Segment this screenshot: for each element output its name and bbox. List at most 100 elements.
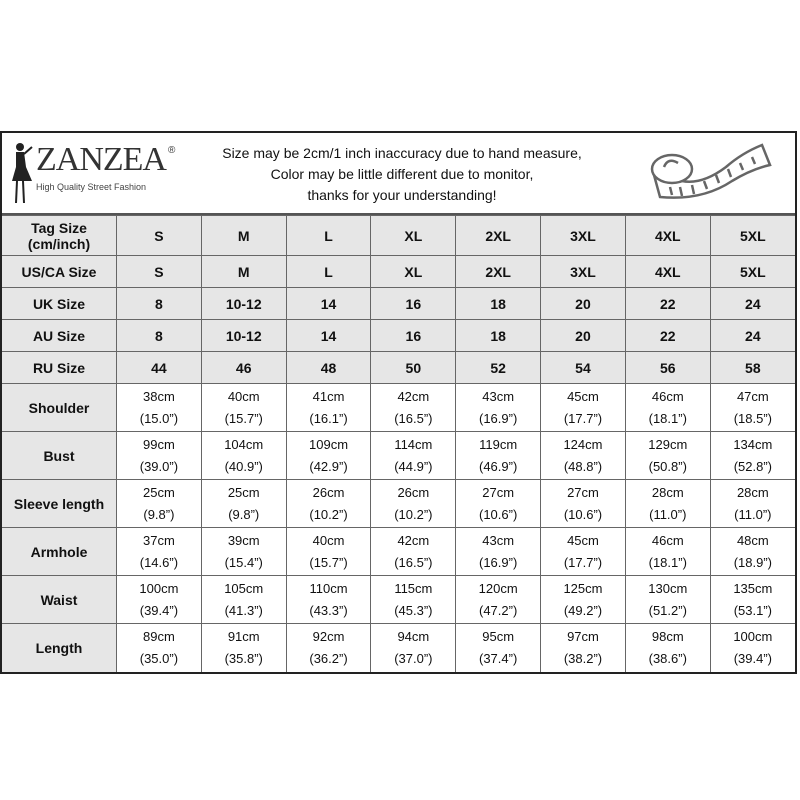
cm-value: 37cm (143, 532, 175, 548)
chart-header: ZANZEA ® High Quality Street Fashion Siz… (2, 133, 795, 215)
measurement-cell: 39cm (15.4”) (200, 527, 287, 576)
cm-value: 41cm (312, 388, 345, 404)
measurement-cell: 92cm (36.2”) (285, 623, 372, 672)
measurement-cell: 43cm (16.9”) (455, 527, 542, 576)
measurement-cell: 100cm (39.4”) (116, 575, 202, 624)
measurement-cell: 105cm (41.3”) (200, 575, 287, 624)
cm-value: 40cm (227, 388, 260, 404)
cm-value: 28cm (736, 484, 769, 500)
cm-value: 119cm (479, 436, 518, 452)
measurement-cell: 124cm (48.8”) (540, 431, 626, 480)
size-row: Tag Size (cm/inch) S M L XL 2XL 3XL 4XL 5XL (2, 215, 795, 256)
row-label: Bust (2, 431, 117, 480)
size-cell: 5XL (709, 255, 795, 288)
measurement-cell: 98cm (38.6”) (624, 623, 711, 672)
measurement-cell: 89cm (35.0”) (116, 623, 202, 672)
inch-value: (15.4”) (224, 554, 263, 570)
cm-value: 100cm (733, 628, 773, 644)
measurement-cell: 100cm (39.4”) (709, 623, 795, 672)
notice-line: Color may be little different due to mon… (270, 166, 534, 182)
cm-value: 26cm (312, 484, 345, 500)
cm-value: 114cm (394, 436, 433, 452)
measurement-cell: 26cm (10.2”) (370, 479, 457, 528)
inch-value: (18.1”) (648, 410, 687, 426)
row-label: Length (2, 623, 117, 672)
cm-value: 46cm (651, 388, 684, 404)
row-label: US/CA Size (2, 255, 117, 288)
measurement-cell: 94cm (37.0”) (370, 623, 457, 672)
inch-value: (15.7”) (224, 410, 263, 426)
row-label: Sleeve length (2, 479, 117, 528)
cm-value: 47cm (736, 388, 769, 404)
cm-value: 40cm (312, 532, 345, 548)
measurement-row: Armhole 37cm (14.6”) 39cm (15.4”) 40cm (15.7”)… (2, 527, 795, 576)
size-chart: ZANZEA ® High Quality Street Fashion Siz… (0, 131, 797, 674)
size-cell: 5XL (709, 215, 795, 256)
cm-value: 100cm (139, 580, 179, 596)
cm-value: 25cm (227, 484, 260, 500)
inch-value: (51.2”) (648, 602, 687, 618)
measurement-cell: 109cm (42.9”) (285, 431, 372, 480)
measurement-cell: 99cm (39.0”) (116, 431, 202, 480)
registered-mark: ® (167, 145, 176, 156)
size-cell: M (200, 255, 287, 288)
inch-value: (46.9”) (479, 458, 518, 474)
measurement-cell: 26cm (10.2”) (285, 479, 372, 528)
measurement-cell: 125cm (49.2”) (540, 575, 626, 624)
size-cell: 58 (709, 351, 795, 384)
inch-value: (43.3”) (309, 602, 348, 618)
measurement-cell: 40cm (15.7”) (285, 527, 372, 576)
size-cell: 8 (116, 287, 202, 320)
size-table: Tag Size (cm/inch) S M L XL 2XL 3XL 4XL 5XL US/CA … (2, 215, 795, 672)
measurement-cell: 42cm (16.5”) (370, 383, 457, 432)
cm-value: 109cm (309, 436, 349, 452)
inch-value: (9.8”) (143, 506, 175, 522)
size-cell: 48 (285, 351, 372, 384)
brand-line: ZANZEA ® (36, 141, 175, 179)
size-cell: 50 (370, 351, 457, 384)
size-cell: 56 (624, 351, 711, 384)
inch-value: (10.2”) (309, 506, 348, 522)
measurement-cell: 41cm (16.1”) (285, 383, 372, 432)
size-row: RU Size 44 46 48 50 52 54 56 58 (2, 351, 795, 384)
inch-value: (10.6”) (479, 506, 518, 522)
measurement-cell: 114cm (44.9”) (370, 431, 457, 480)
size-cell: 44 (116, 351, 202, 384)
inch-value: (47.2”) (479, 602, 518, 618)
inch-value: (16.1”) (309, 410, 348, 426)
size-cell: 14 (285, 287, 372, 320)
measurement-cell: 46cm (18.1”) (624, 527, 711, 576)
inch-value: (52.8”) (733, 458, 772, 474)
size-cell: 16 (370, 319, 457, 352)
measurement-row: Length 89cm (35.0”) 91cm (35.8”) 92cm (36.2”) 9… (2, 623, 795, 672)
size-cell: 3XL (540, 255, 626, 288)
cm-value: 120cm (478, 580, 518, 596)
measurement-row: Sleeve length 25cm (9.8”) 25cm (9.8”) 26cm (10… (2, 479, 795, 528)
cm-value: 95cm (482, 628, 515, 644)
inch-value: (10.2”) (394, 506, 433, 522)
inch-value: (35.0”) (139, 650, 179, 666)
inch-value: (9.8”) (228, 506, 260, 522)
measurement-cell: 25cm (9.8”) (116, 479, 202, 528)
size-cell: L (285, 255, 372, 288)
inch-value: (38.2”) (563, 650, 603, 666)
inch-value: (36.2”) (309, 650, 348, 666)
measuring-tape-icon (650, 143, 772, 199)
cm-value: 27cm (482, 484, 515, 500)
measurement-cell: 48cm (18.9”) (709, 527, 795, 576)
cm-value: 27cm (567, 484, 599, 500)
size-cell: 14 (285, 319, 372, 352)
cm-value: 104cm (224, 436, 264, 452)
inch-value: (41.3”) (224, 602, 263, 618)
cm-value: 46cm (651, 532, 684, 548)
inch-value: (45.3”) (394, 602, 433, 618)
measurement-cell: 95cm (37.4”) (455, 623, 542, 672)
inch-value: (11.0”) (649, 506, 687, 522)
inch-value: (37.0”) (394, 650, 433, 666)
inch-value: (18.9”) (733, 554, 772, 570)
inch-value: (16.5”) (394, 410, 433, 426)
measurement-row: Bust 99cm (39.0”) 104cm (40.9”) 109cm (42.9”) 1… (2, 431, 795, 480)
size-row: AU Size 8 10-12 14 16 18 20 22 24 (2, 319, 795, 352)
measurement-cell: 45cm (17.7”) (540, 383, 626, 432)
size-row: US/CA Size S M L XL 2XL 3XL 4XL 5XL (2, 255, 795, 288)
